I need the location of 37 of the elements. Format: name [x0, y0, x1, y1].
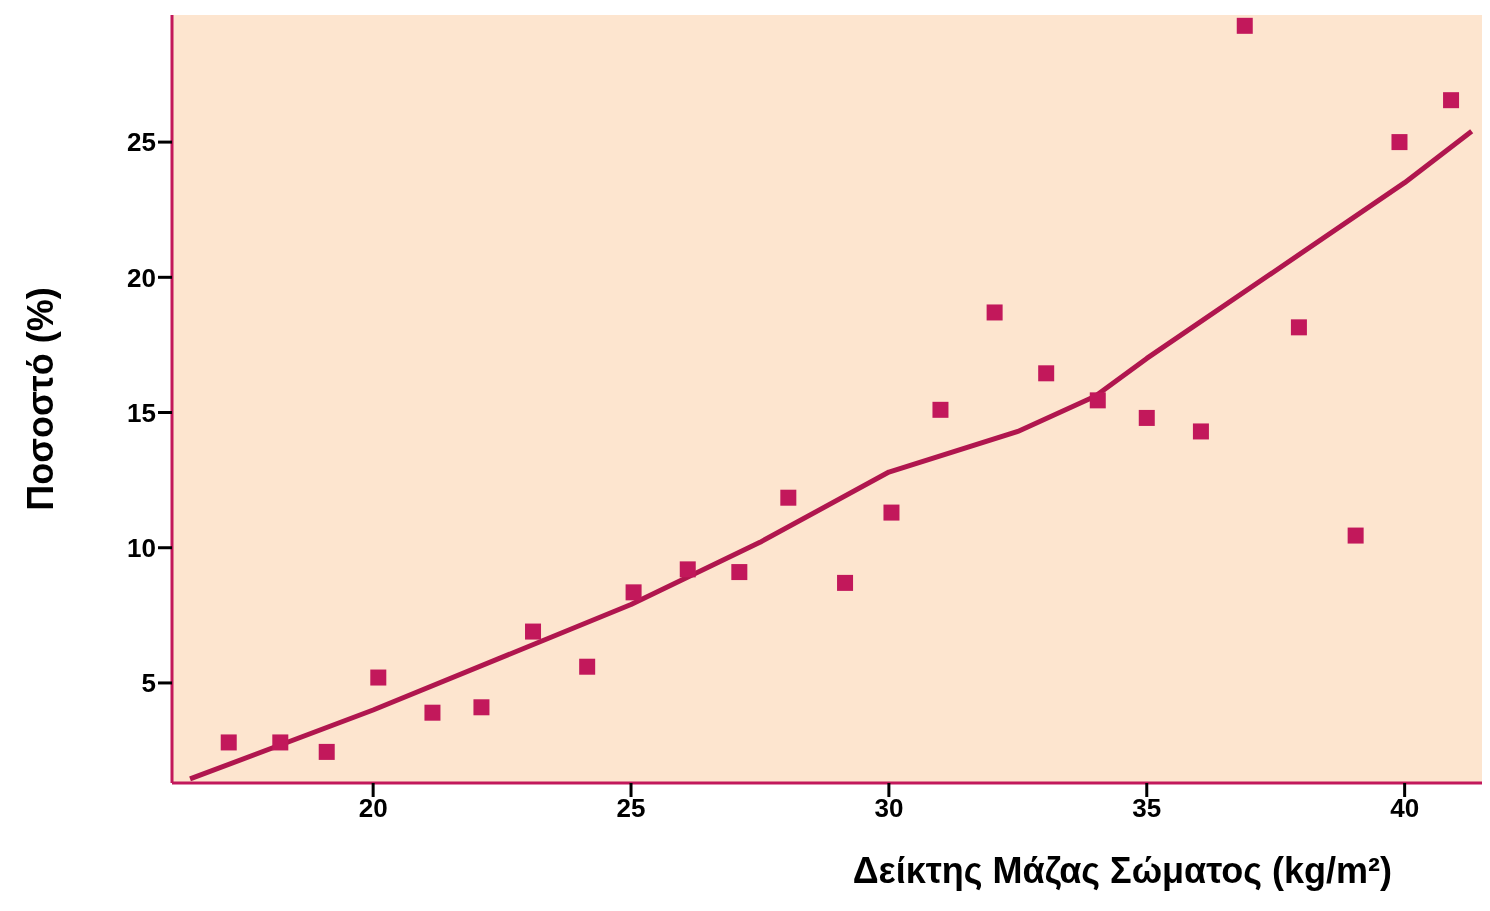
- y-tick-label: 15: [127, 397, 156, 428]
- point: [731, 564, 748, 581]
- point: [1038, 365, 1055, 382]
- point: [272, 734, 289, 751]
- y-axis-title: Ποσοστό (%): [19, 287, 61, 511]
- y-tick-label: 10: [127, 532, 156, 563]
- y-tick-label: 5: [141, 668, 156, 699]
- x-tick-label: 25: [616, 793, 646, 824]
- point: [883, 504, 900, 521]
- x-axis-title: Δείκτης Μάζας Σώματος (kg/m²): [852, 850, 1392, 891]
- point: [424, 704, 441, 721]
- point: [579, 658, 596, 675]
- point: [1290, 319, 1307, 336]
- point: [220, 734, 237, 751]
- point: [1089, 392, 1106, 409]
- y-tick-label: 20: [127, 262, 156, 293]
- point: [625, 584, 642, 601]
- x-tick-label: 40: [1390, 793, 1420, 824]
- point: [679, 561, 696, 578]
- point: [1138, 409, 1155, 426]
- point: [837, 574, 854, 591]
- point: [1236, 17, 1253, 34]
- x-tick-label: 20: [358, 793, 388, 824]
- point: [932, 401, 949, 418]
- point: [318, 743, 335, 760]
- y-tick-label: 25: [127, 127, 156, 158]
- point: [780, 489, 797, 506]
- point: [1347, 527, 1364, 544]
- point: [1192, 423, 1209, 440]
- point: [1391, 134, 1408, 151]
- point: [1443, 92, 1460, 109]
- x-tick-label: 35: [1132, 793, 1162, 824]
- point: [525, 623, 542, 640]
- point: [370, 669, 387, 686]
- point: [986, 304, 1003, 321]
- x-tick-label: 30: [874, 793, 904, 824]
- point: [473, 699, 490, 716]
